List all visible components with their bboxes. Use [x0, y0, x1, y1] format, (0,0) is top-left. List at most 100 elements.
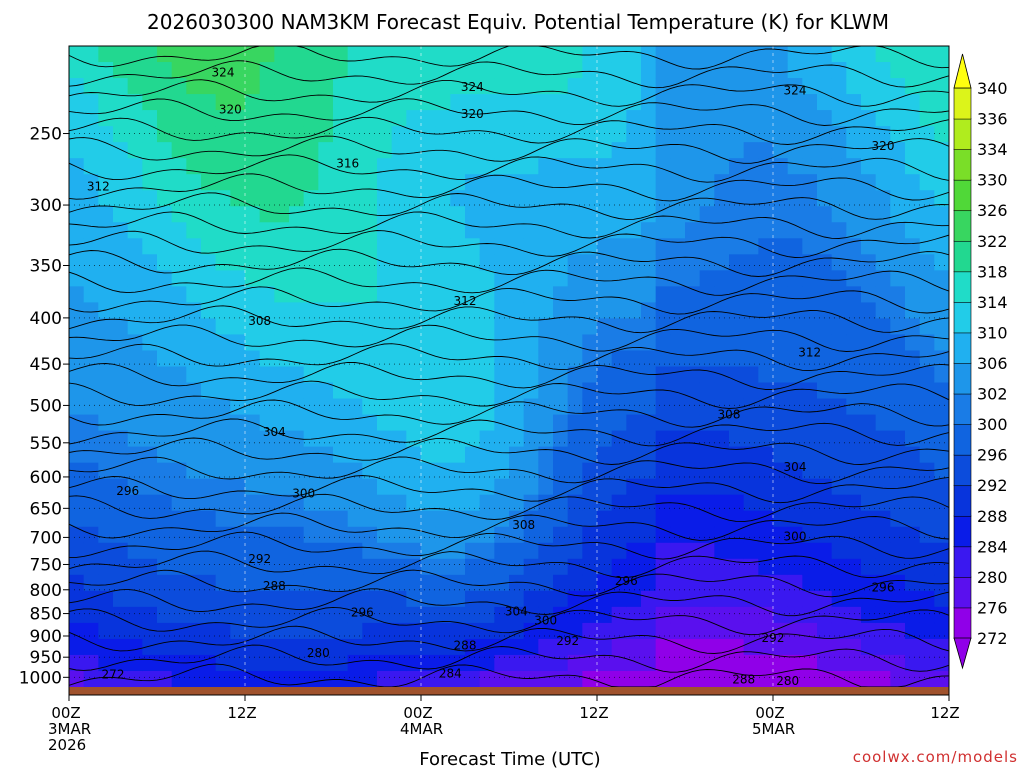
heat-cell: [831, 430, 847, 448]
heat-cell: [905, 286, 921, 303]
colorbar-label: 284: [977, 537, 1008, 556]
heat-cell: [611, 542, 627, 560]
heat-cell: [289, 478, 305, 496]
heat-cell: [655, 222, 671, 239]
heat-cell: [347, 510, 363, 528]
heat-cell: [113, 318, 129, 336]
heat-cell: [553, 174, 569, 191]
heat-cell: [215, 574, 231, 592]
heat-cell: [743, 478, 759, 496]
heat-cell: [303, 590, 319, 608]
heat-cell: [905, 430, 921, 448]
heat-cell: [890, 398, 906, 416]
heat-cell: [817, 670, 833, 687]
contour-line: [69, 437, 949, 465]
heat-cell: [582, 222, 598, 239]
heat-cell: [773, 318, 789, 336]
heat-cell: [274, 190, 290, 207]
heat-cell: [685, 414, 701, 432]
colorbar-label: 280: [977, 568, 1008, 587]
heat-cell: [831, 382, 847, 400]
heat-cell: [362, 590, 378, 608]
heat-cell: [890, 222, 906, 239]
heat-cell: [142, 190, 158, 207]
heat-cell: [479, 174, 495, 191]
heat-cell: [142, 574, 158, 592]
heat-cell: [538, 478, 554, 496]
heat-cell: [597, 542, 613, 560]
heat-cell: [391, 318, 407, 336]
heat-cell: [861, 94, 877, 111]
heat-cell: [567, 94, 583, 111]
heat-cell: [347, 414, 363, 432]
heat-cell: [831, 318, 847, 336]
heat-cell: [274, 430, 290, 448]
heat-cell: [83, 62, 99, 79]
heat-cell: [391, 222, 407, 239]
heat-cell: [787, 622, 803, 640]
heat-cell: [831, 478, 847, 496]
heat-cell: [758, 494, 774, 512]
heat-cell: [83, 510, 99, 528]
heat-cell: [157, 542, 173, 560]
heat-cell: [567, 206, 583, 223]
heat-cell: [670, 366, 686, 384]
heat-cell: [171, 446, 187, 464]
heat-cell: [758, 334, 774, 352]
heat-cell: [714, 238, 730, 255]
heat-cell: [230, 206, 246, 223]
heat-cell: [465, 494, 481, 512]
heat-cell: [157, 190, 173, 207]
heat-cell: [479, 158, 495, 175]
heat-cell: [245, 46, 261, 63]
heat-cell: [919, 542, 935, 560]
heat-cell: [670, 254, 686, 271]
heat-cell: [245, 638, 261, 656]
heat-cell: [362, 510, 378, 528]
heat-cell: [406, 590, 422, 608]
theta-e-fill: [69, 46, 949, 687]
heat-cell: [743, 654, 759, 672]
heat-cell: [83, 478, 99, 496]
heat-cell: [98, 238, 114, 255]
heat-cell: [113, 542, 129, 560]
heat-cell: [377, 318, 393, 336]
heat-cell: [641, 654, 657, 672]
heat-cell: [611, 46, 627, 63]
heat-cell: [377, 558, 393, 576]
heat-cell: [450, 334, 466, 352]
heat-cell: [157, 206, 173, 223]
heat-cell: [421, 606, 437, 624]
heat-cell: [333, 478, 349, 496]
heat-cell: [391, 606, 407, 624]
heat-cell: [186, 478, 202, 496]
heat-cell: [421, 334, 437, 352]
heat-cell: [421, 318, 437, 336]
heat-cell: [289, 622, 305, 640]
heat-cell: [362, 574, 378, 592]
heat-cell: [83, 462, 99, 480]
heat-cell: [421, 110, 437, 127]
contour-label: 300: [292, 487, 315, 501]
heat-cell: [289, 510, 305, 528]
heat-cell: [890, 238, 906, 255]
heat-cell: [127, 222, 143, 239]
heat-cell: [333, 430, 349, 448]
x-axis-label: Forecast Time (UTC): [419, 749, 600, 768]
heat-cell: [773, 78, 789, 95]
heat-cell: [919, 558, 935, 576]
heat-cell: [465, 238, 481, 255]
heat-cell: [787, 574, 803, 592]
heat-cell: [377, 478, 393, 496]
heat-cell: [215, 494, 231, 512]
heat-cell: [333, 318, 349, 336]
heat-cell: [201, 302, 217, 320]
heat-cell: [245, 142, 261, 159]
heat-cell: [597, 622, 613, 640]
heat-cell: [817, 302, 833, 320]
heat-cell: [611, 62, 627, 79]
colorbar-label: 296: [977, 446, 1008, 465]
colorbar-label: 306: [977, 354, 1008, 373]
heat-cell: [142, 510, 158, 528]
heat-cell: [817, 590, 833, 608]
